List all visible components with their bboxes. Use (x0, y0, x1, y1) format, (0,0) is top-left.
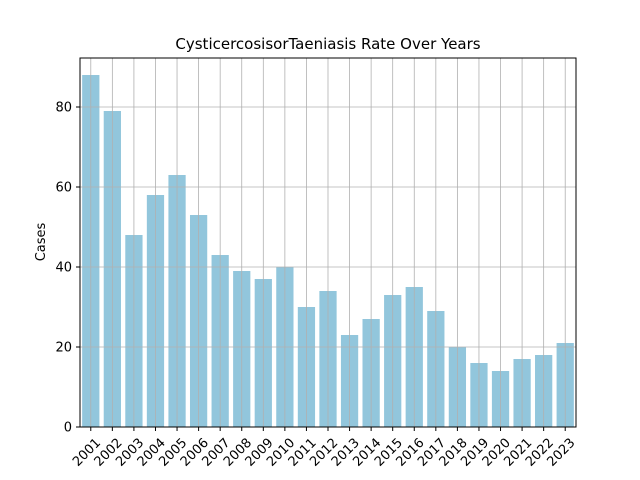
y-tick-label: 20 (55, 341, 72, 356)
y-tick-label: 40 (55, 261, 72, 276)
y-tick-label: 0 (64, 421, 72, 436)
y-tick-label: 60 (55, 181, 72, 196)
plot-frame (79, 57, 577, 428)
chart-title: CysticercosisorTaeniasis Rate Over Years (175, 35, 480, 53)
y-tick-label: 80 (55, 101, 72, 116)
y-axis-label: Cases (34, 222, 49, 261)
